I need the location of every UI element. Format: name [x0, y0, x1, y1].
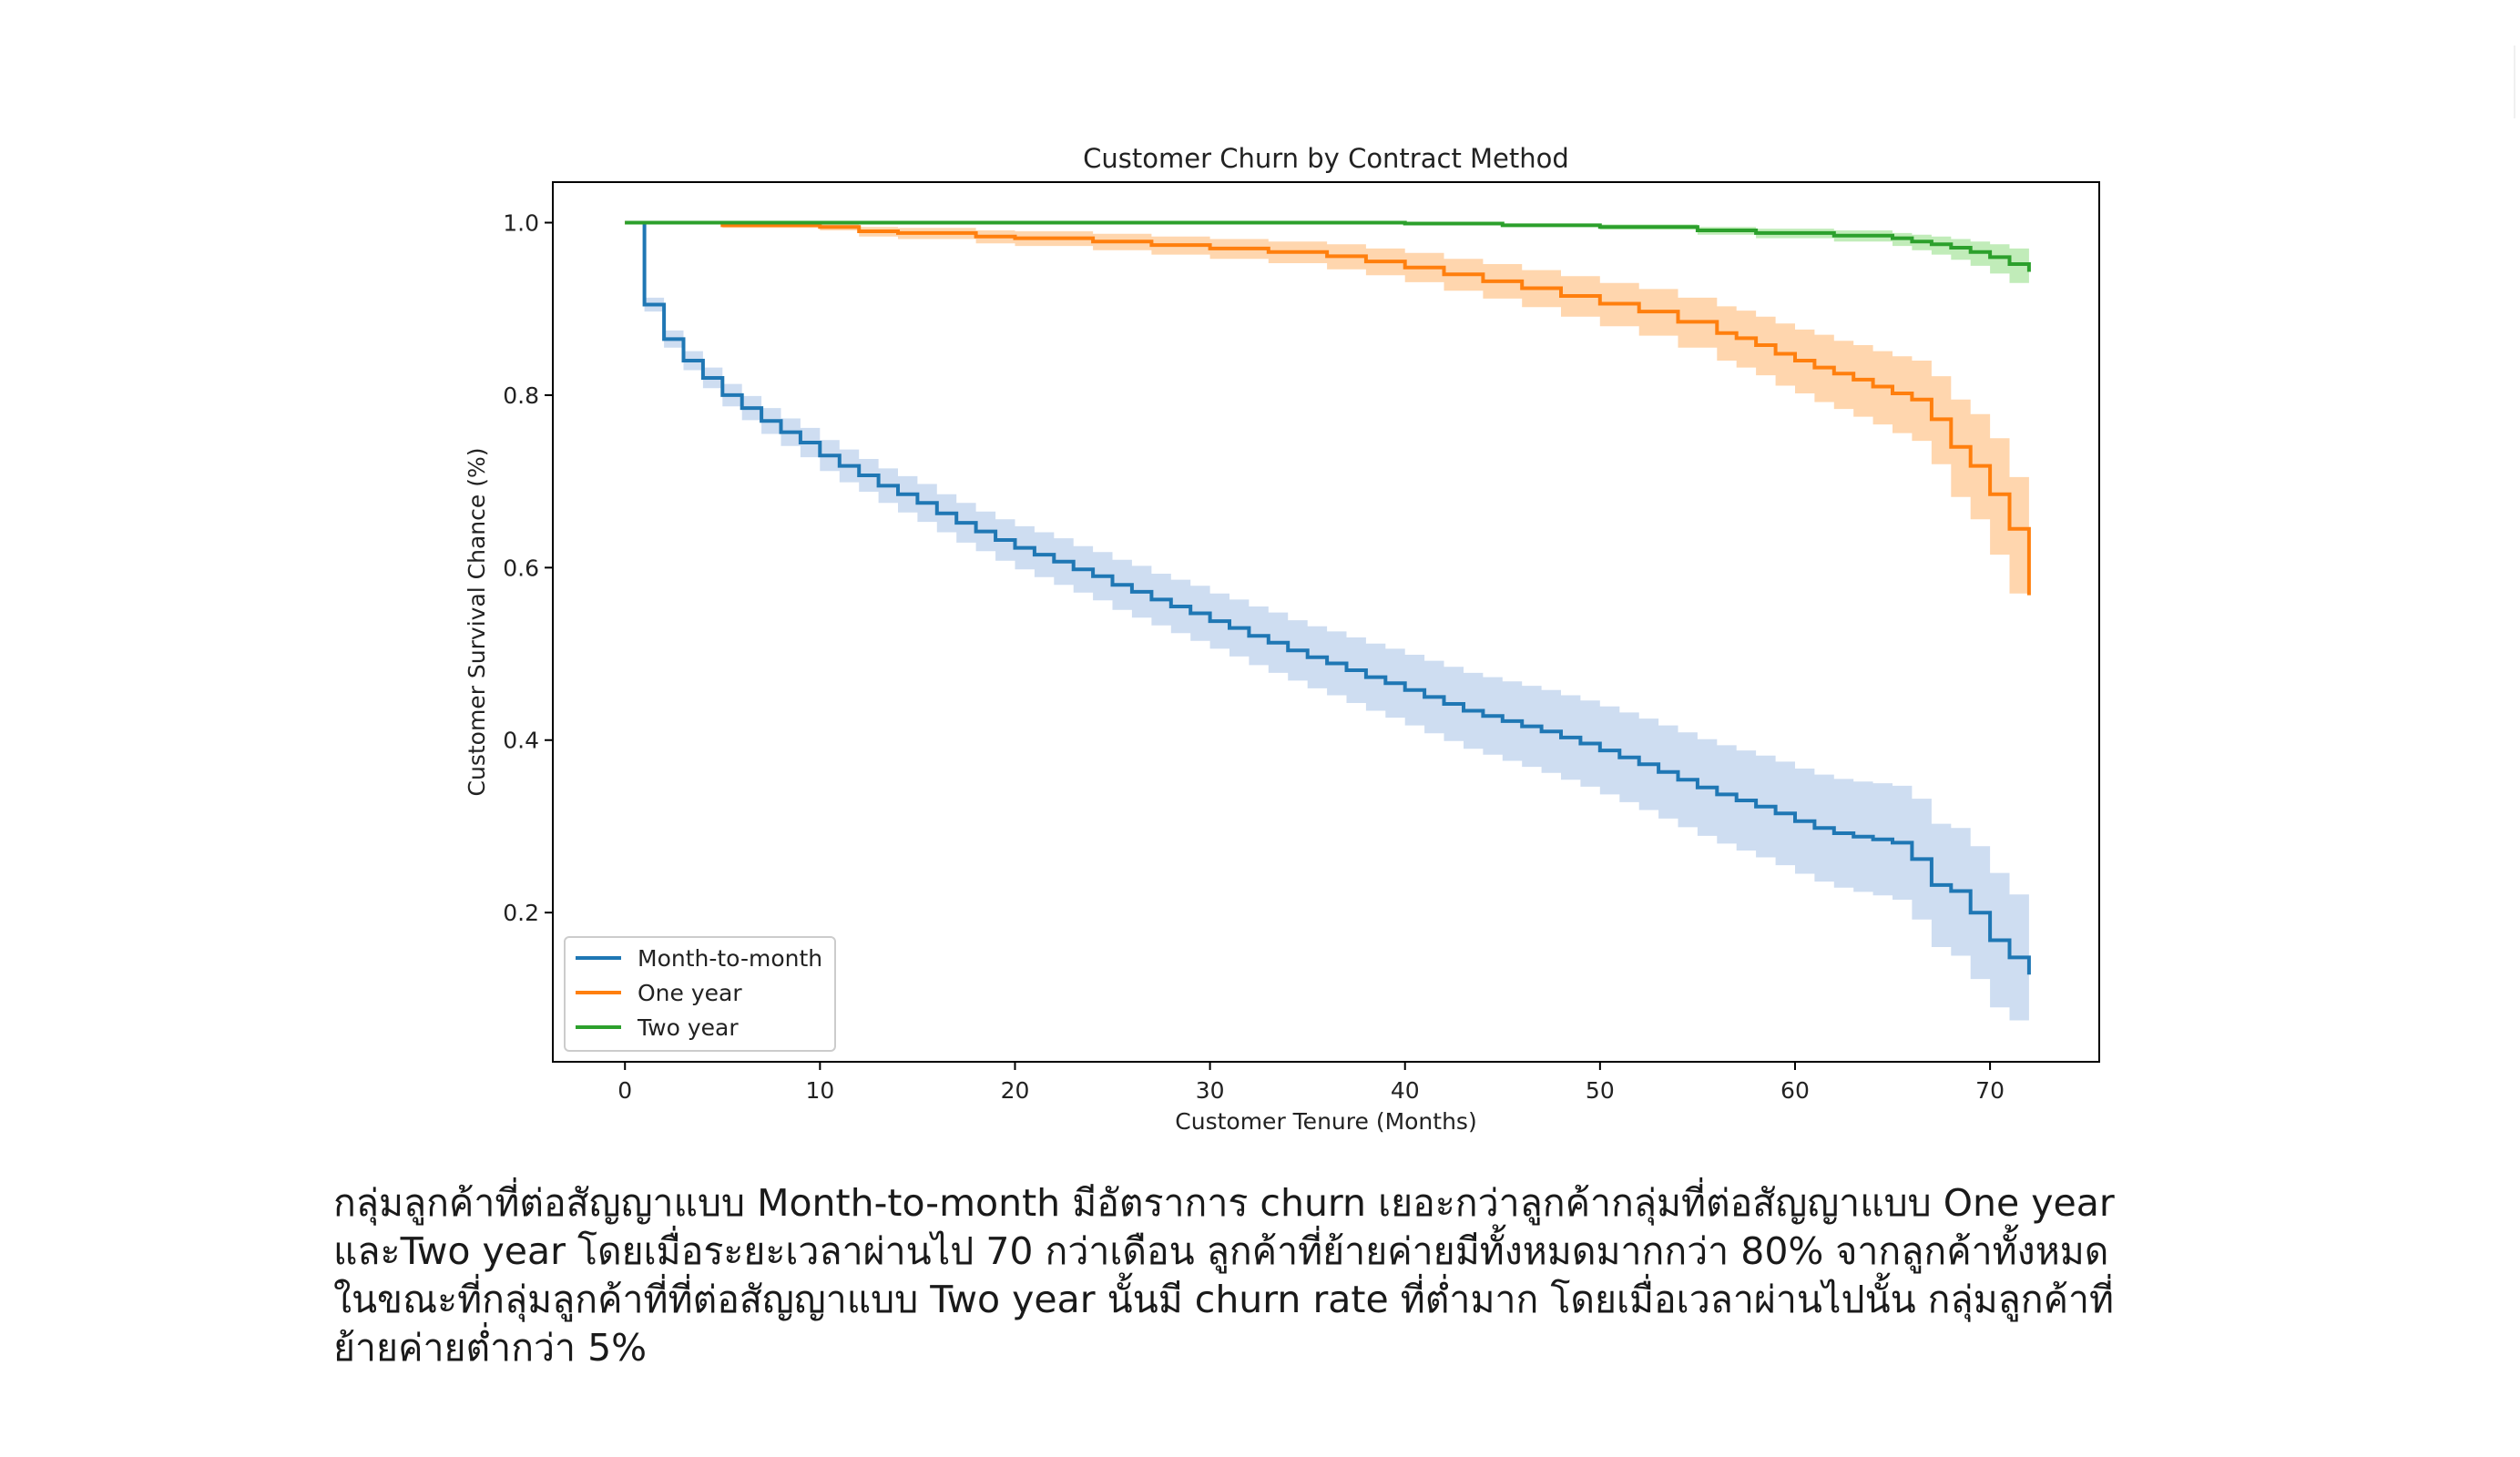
x-tick-label: 0	[617, 1077, 632, 1104]
y-tick-label: 0.2	[503, 900, 539, 926]
y-tick-label: 1.0	[503, 210, 539, 237]
x-axis-ticks: 0 10 20 30 40 50 60 70	[617, 1062, 2005, 1104]
caption-line-1: กลุ่มลูกค้าที่ต่อสัญญาแบบ Month-to-month…	[333, 1181, 2115, 1225]
survival-line-two-year	[625, 220, 2031, 272]
legend-label-month-to-month: Month-to-month	[638, 945, 822, 972]
x-tick-label: 70	[1975, 1077, 2005, 1104]
legend-label-one-year: One year	[638, 980, 742, 1006]
summary-caption: กลุ่มลูกค้าที่ต่อสัญญาแบบ Month-to-month…	[333, 1179, 2246, 1372]
caption-line-4: ย้ายค่ายต่ำกว่า 5%	[333, 1326, 648, 1370]
x-tick-label: 60	[1780, 1077, 1810, 1104]
plot-frame	[552, 181, 2100, 1063]
x-tick-label: 50	[1586, 1077, 1615, 1104]
y-tick-label: 0.8	[503, 382, 539, 409]
y-axis-label: Customer Survival Chance (%)	[464, 448, 490, 797]
x-axis-label: Customer Tenure (Months)	[1175, 1108, 1476, 1135]
x-tick-label: 40	[1391, 1077, 1420, 1104]
legend-box	[564, 936, 836, 1052]
confidence-bands	[625, 222, 2029, 1025]
x-tick-label: 10	[805, 1077, 834, 1104]
caption-line-2: และTwo year โดยเมื่อระยะเวลาผ่านไป 70 กว…	[333, 1229, 2109, 1273]
legend-label-two-year: Two year	[637, 1014, 739, 1041]
x-tick-label: 20	[1001, 1077, 1030, 1104]
legend: Month-to-month One year Two year	[564, 936, 836, 1052]
edge-divider	[2514, 46, 2515, 118]
survival-line-month-to-month	[625, 220, 2031, 975]
survival-line-one-year	[625, 220, 2031, 596]
x-tick-label: 30	[1196, 1077, 1225, 1104]
y-axis-ticks: 0.2 0.4 0.6 0.8 1.0	[503, 210, 553, 926]
y-tick-label: 0.4	[503, 728, 539, 754]
chart-title: Customer Churn by Contract Method	[1083, 143, 1569, 174]
y-tick-label: 0.6	[503, 555, 539, 581]
caption-line-3: ในขณะที่กลุ่มลูกค้าที่ที่ต่อสัญญาแบบ Two…	[333, 1278, 2115, 1321]
survival-lines	[625, 220, 2031, 975]
